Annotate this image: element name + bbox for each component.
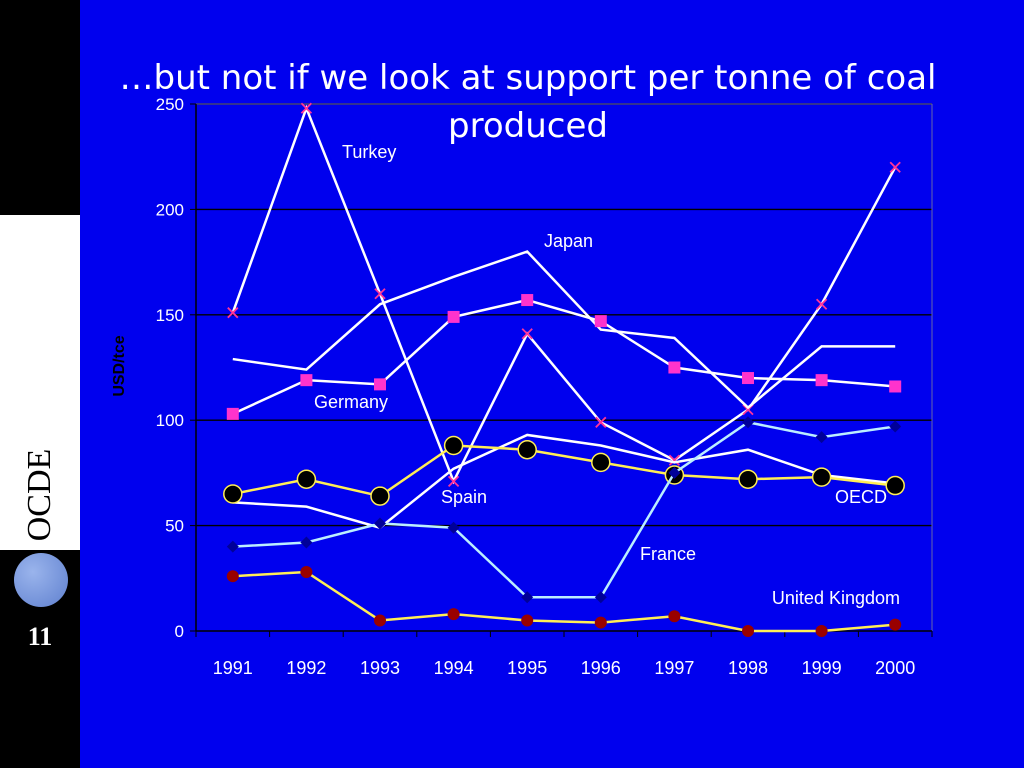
data-point — [300, 374, 313, 387]
slide-number: 11 — [27, 622, 53, 651]
y-tick-label: 150 — [156, 306, 184, 325]
data-point — [300, 565, 313, 578]
series-label-united-kingdom: United Kingdom — [772, 588, 900, 608]
globe-icon — [14, 553, 68, 607]
data-point — [447, 608, 460, 621]
data-point — [594, 591, 607, 604]
data-point — [374, 517, 386, 530]
data-point — [300, 102, 313, 114]
x-tick-label: 1998 — [728, 658, 768, 678]
y-tick-label: 250 — [156, 95, 184, 114]
x-tick-label: 1997 — [654, 658, 694, 678]
series-group — [223, 102, 905, 637]
series-turkey — [227, 102, 901, 487]
data-point — [521, 614, 534, 627]
data-point — [815, 431, 828, 444]
sidebar: OCDE OECD 11 — [0, 0, 80, 768]
series-line — [232, 250, 896, 410]
data-point — [594, 315, 607, 328]
data-point — [521, 328, 533, 340]
series-france — [226, 416, 902, 604]
data-point — [223, 484, 243, 504]
y-tick-label: 200 — [156, 200, 184, 219]
series-label-spain: Spain — [441, 487, 487, 507]
series-spain — [232, 433, 896, 530]
data-point — [447, 475, 460, 487]
data-point — [738, 469, 758, 489]
data-point — [889, 618, 902, 631]
x-tick-label: 1994 — [434, 658, 474, 678]
data-point — [742, 625, 754, 637]
data-point — [517, 439, 537, 460]
y-tick-label: 100 — [156, 411, 184, 430]
data-point — [668, 610, 681, 623]
data-point — [815, 625, 828, 637]
data-point — [300, 536, 313, 549]
grid — [196, 103, 932, 527]
data-point — [374, 288, 386, 300]
series-line — [231, 104, 897, 485]
data-point — [226, 540, 239, 553]
data-point — [443, 435, 464, 456]
data-point — [815, 298, 828, 310]
series-label-france: France — [640, 544, 696, 564]
data-point — [591, 452, 611, 473]
y-tick-label: 50 — [165, 517, 184, 536]
data-point — [889, 161, 901, 173]
data-point — [227, 307, 239, 319]
data-point — [742, 416, 754, 429]
series-label-germany: Germany — [314, 392, 388, 412]
x-tick-label: 1991 — [213, 658, 253, 678]
y-tick-label: 0 — [175, 622, 184, 641]
data-point — [811, 467, 832, 487]
slide-title: …but not if we look at support per tonne… — [119, 58, 937, 146]
series-label-oecd: OECD — [835, 487, 887, 507]
data-point — [296, 469, 317, 489]
data-point — [668, 361, 681, 374]
data-point — [370, 486, 390, 506]
series-line — [232, 433, 896, 530]
oecd-logo: OCDE OECD — [0, 215, 80, 756]
data-point — [226, 570, 239, 583]
x-tick-label: 1999 — [802, 658, 842, 678]
series-germany — [226, 294, 902, 420]
data-point — [226, 407, 239, 420]
series-japan — [232, 250, 896, 410]
series-line — [232, 570, 896, 633]
data-point — [447, 310, 460, 323]
axes: 0 50 100 150 200 250 1991 1992 1993 1994 1995 1996 1… — [111, 95, 933, 678]
series-line — [232, 444, 896, 498]
data-point — [521, 591, 534, 604]
series-label-turkey: Turkey — [342, 142, 396, 162]
data-point — [374, 378, 386, 391]
data-point — [594, 616, 607, 629]
data-point — [374, 614, 386, 627]
x-tick-label: 1995 — [507, 658, 547, 678]
series-label-japan: Japan — [544, 231, 593, 251]
data-point — [668, 466, 681, 479]
data-point — [521, 294, 534, 307]
data-point — [447, 521, 460, 534]
data-point — [668, 454, 681, 466]
data-point — [815, 374, 828, 387]
annotations: Turkey Japan Germany Spain OECD France United … — [314, 142, 900, 608]
x-tick-label: 2000 — [875, 658, 915, 678]
y-axis-label: USD/tce — [111, 335, 128, 396]
series-oecd — [223, 435, 905, 506]
series-line — [232, 298, 896, 416]
chevron-left-icon — [18, 615, 66, 647]
data-point — [889, 380, 902, 393]
x-tick-label: 1993 — [360, 658, 400, 678]
series-line — [232, 420, 896, 599]
data-point — [889, 420, 902, 433]
data-point — [885, 475, 905, 496]
data-point — [742, 372, 754, 385]
data-point — [595, 416, 607, 428]
x-tick-label: 1996 — [581, 658, 621, 678]
x-tick-label: 1992 — [286, 658, 326, 678]
series-united-kingdom — [226, 565, 902, 637]
